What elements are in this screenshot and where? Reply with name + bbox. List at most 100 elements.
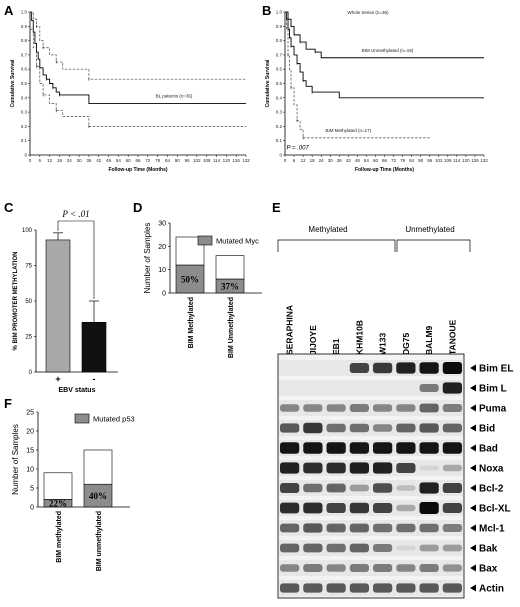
band	[419, 465, 439, 471]
significance-bracket	[57, 220, 95, 299]
y-axis-label: Number of Samples	[143, 223, 152, 294]
group-bracket	[277, 239, 396, 252]
band	[326, 503, 346, 513]
x-tick-label: 96	[185, 158, 191, 163]
y-tick-label: 0.5	[21, 81, 28, 86]
band	[442, 483, 462, 493]
y-tick-label: 0.3	[276, 110, 283, 115]
lane-label: DG75	[401, 333, 411, 355]
band	[326, 564, 346, 572]
band-label: Bim EL	[479, 364, 513, 375]
band	[373, 564, 393, 572]
legend-label: Mutated p53	[93, 415, 135, 424]
band	[419, 523, 439, 533]
band-label: Actin	[479, 584, 504, 595]
band	[303, 442, 323, 454]
significance-label: P < .01	[61, 209, 89, 219]
band-label: Bim L	[479, 384, 507, 395]
y-tick-label: 0.3	[21, 110, 28, 115]
y-tick-label: 20	[26, 429, 34, 436]
x-tick-label: 12	[47, 158, 53, 163]
band	[349, 523, 369, 533]
y-tick-label: 0.6	[276, 67, 283, 72]
lane-label: KHM10B	[354, 320, 364, 355]
group-label: Methylated	[308, 225, 347, 234]
panel-label-c: C	[4, 200, 14, 215]
band	[396, 564, 416, 572]
x-tick-label: 114	[453, 158, 461, 163]
band-row-background	[279, 580, 463, 596]
band-arrow-icon	[470, 564, 476, 572]
band	[303, 564, 323, 572]
band-label: Bcl-XL	[479, 504, 511, 515]
band-row-background	[279, 380, 463, 396]
y-tick-label: 0.2	[276, 124, 283, 129]
y-tick-label: 5	[30, 486, 34, 493]
category-label: BIM methylated	[56, 511, 63, 563]
band	[396, 523, 416, 533]
x-tick-label: 126	[232, 158, 240, 163]
band-arrow-icon	[470, 404, 476, 412]
band	[442, 524, 462, 532]
group-bracket	[396, 239, 471, 252]
band	[396, 463, 416, 473]
band	[303, 502, 323, 514]
lane-label: TANOUE	[447, 319, 457, 355]
band	[280, 462, 300, 474]
band	[442, 404, 462, 412]
band	[419, 442, 439, 454]
y-tick-label: 0	[29, 370, 33, 376]
band	[442, 362, 462, 374]
band	[349, 543, 369, 553]
bar-segment-other	[83, 449, 113, 485]
band	[396, 583, 416, 593]
x-tick-label: 120	[462, 158, 470, 163]
y-tick-label: 75	[25, 264, 32, 270]
band	[280, 423, 300, 433]
x-tick-label: 90	[175, 158, 181, 163]
western-blot-panel: Methylated Unmethylated SERAPHINA JIJOYE EB1…	[277, 225, 513, 599]
band-row-background	[279, 360, 463, 376]
band	[349, 502, 369, 514]
band-label: Bad	[479, 444, 498, 455]
category-label: +	[55, 374, 60, 384]
lane-label: SERAPHINA	[285, 305, 295, 355]
band	[419, 502, 439, 514]
band	[373, 583, 393, 593]
band-arrow-icon	[470, 384, 476, 392]
x-tick-label: 42	[346, 158, 352, 163]
band-label: Bax	[479, 564, 498, 575]
band	[280, 404, 300, 412]
y-tick-label: 0	[30, 505, 34, 512]
lane-label: BALM9	[424, 325, 434, 355]
x-tick-label: 54	[364, 158, 370, 163]
y-tick-label: 50	[25, 299, 32, 305]
y-tick-label: 15	[26, 448, 34, 455]
x-axis-label: Follow-up Time (Months)	[108, 167, 167, 173]
band	[326, 442, 346, 454]
x-tick-label: 84	[409, 158, 415, 163]
band	[280, 502, 300, 514]
x-tick-label: 78	[400, 158, 406, 163]
band-arrow-icon	[470, 444, 476, 452]
band	[326, 404, 346, 412]
band	[349, 583, 369, 593]
y-tick-label: 0.9	[276, 24, 283, 29]
band	[396, 485, 416, 491]
y-tick-label: 0	[24, 153, 27, 158]
band-arrow-icon	[470, 464, 476, 472]
band-row-background	[279, 400, 463, 416]
x-tick-label: 36	[86, 158, 92, 163]
survival-curve	[285, 11, 484, 59]
myc-stacked-bar-chart: 0 10 20 30 Number of Samples 50% BIM Methylate…	[143, 221, 262, 358]
band-label: Puma	[479, 404, 507, 415]
y-tick-label: 25	[25, 335, 32, 341]
band	[349, 404, 369, 412]
band	[442, 464, 462, 472]
band	[373, 544, 393, 552]
survival-chart-b: 0 6 12 18 24 30 36 42 48 54 60 66 72 78 84 90 96 102 108 11…	[265, 10, 488, 174]
x-tick-label: 90	[418, 158, 424, 163]
band	[419, 362, 439, 374]
band	[396, 545, 416, 551]
band-label: Bid	[479, 424, 495, 435]
